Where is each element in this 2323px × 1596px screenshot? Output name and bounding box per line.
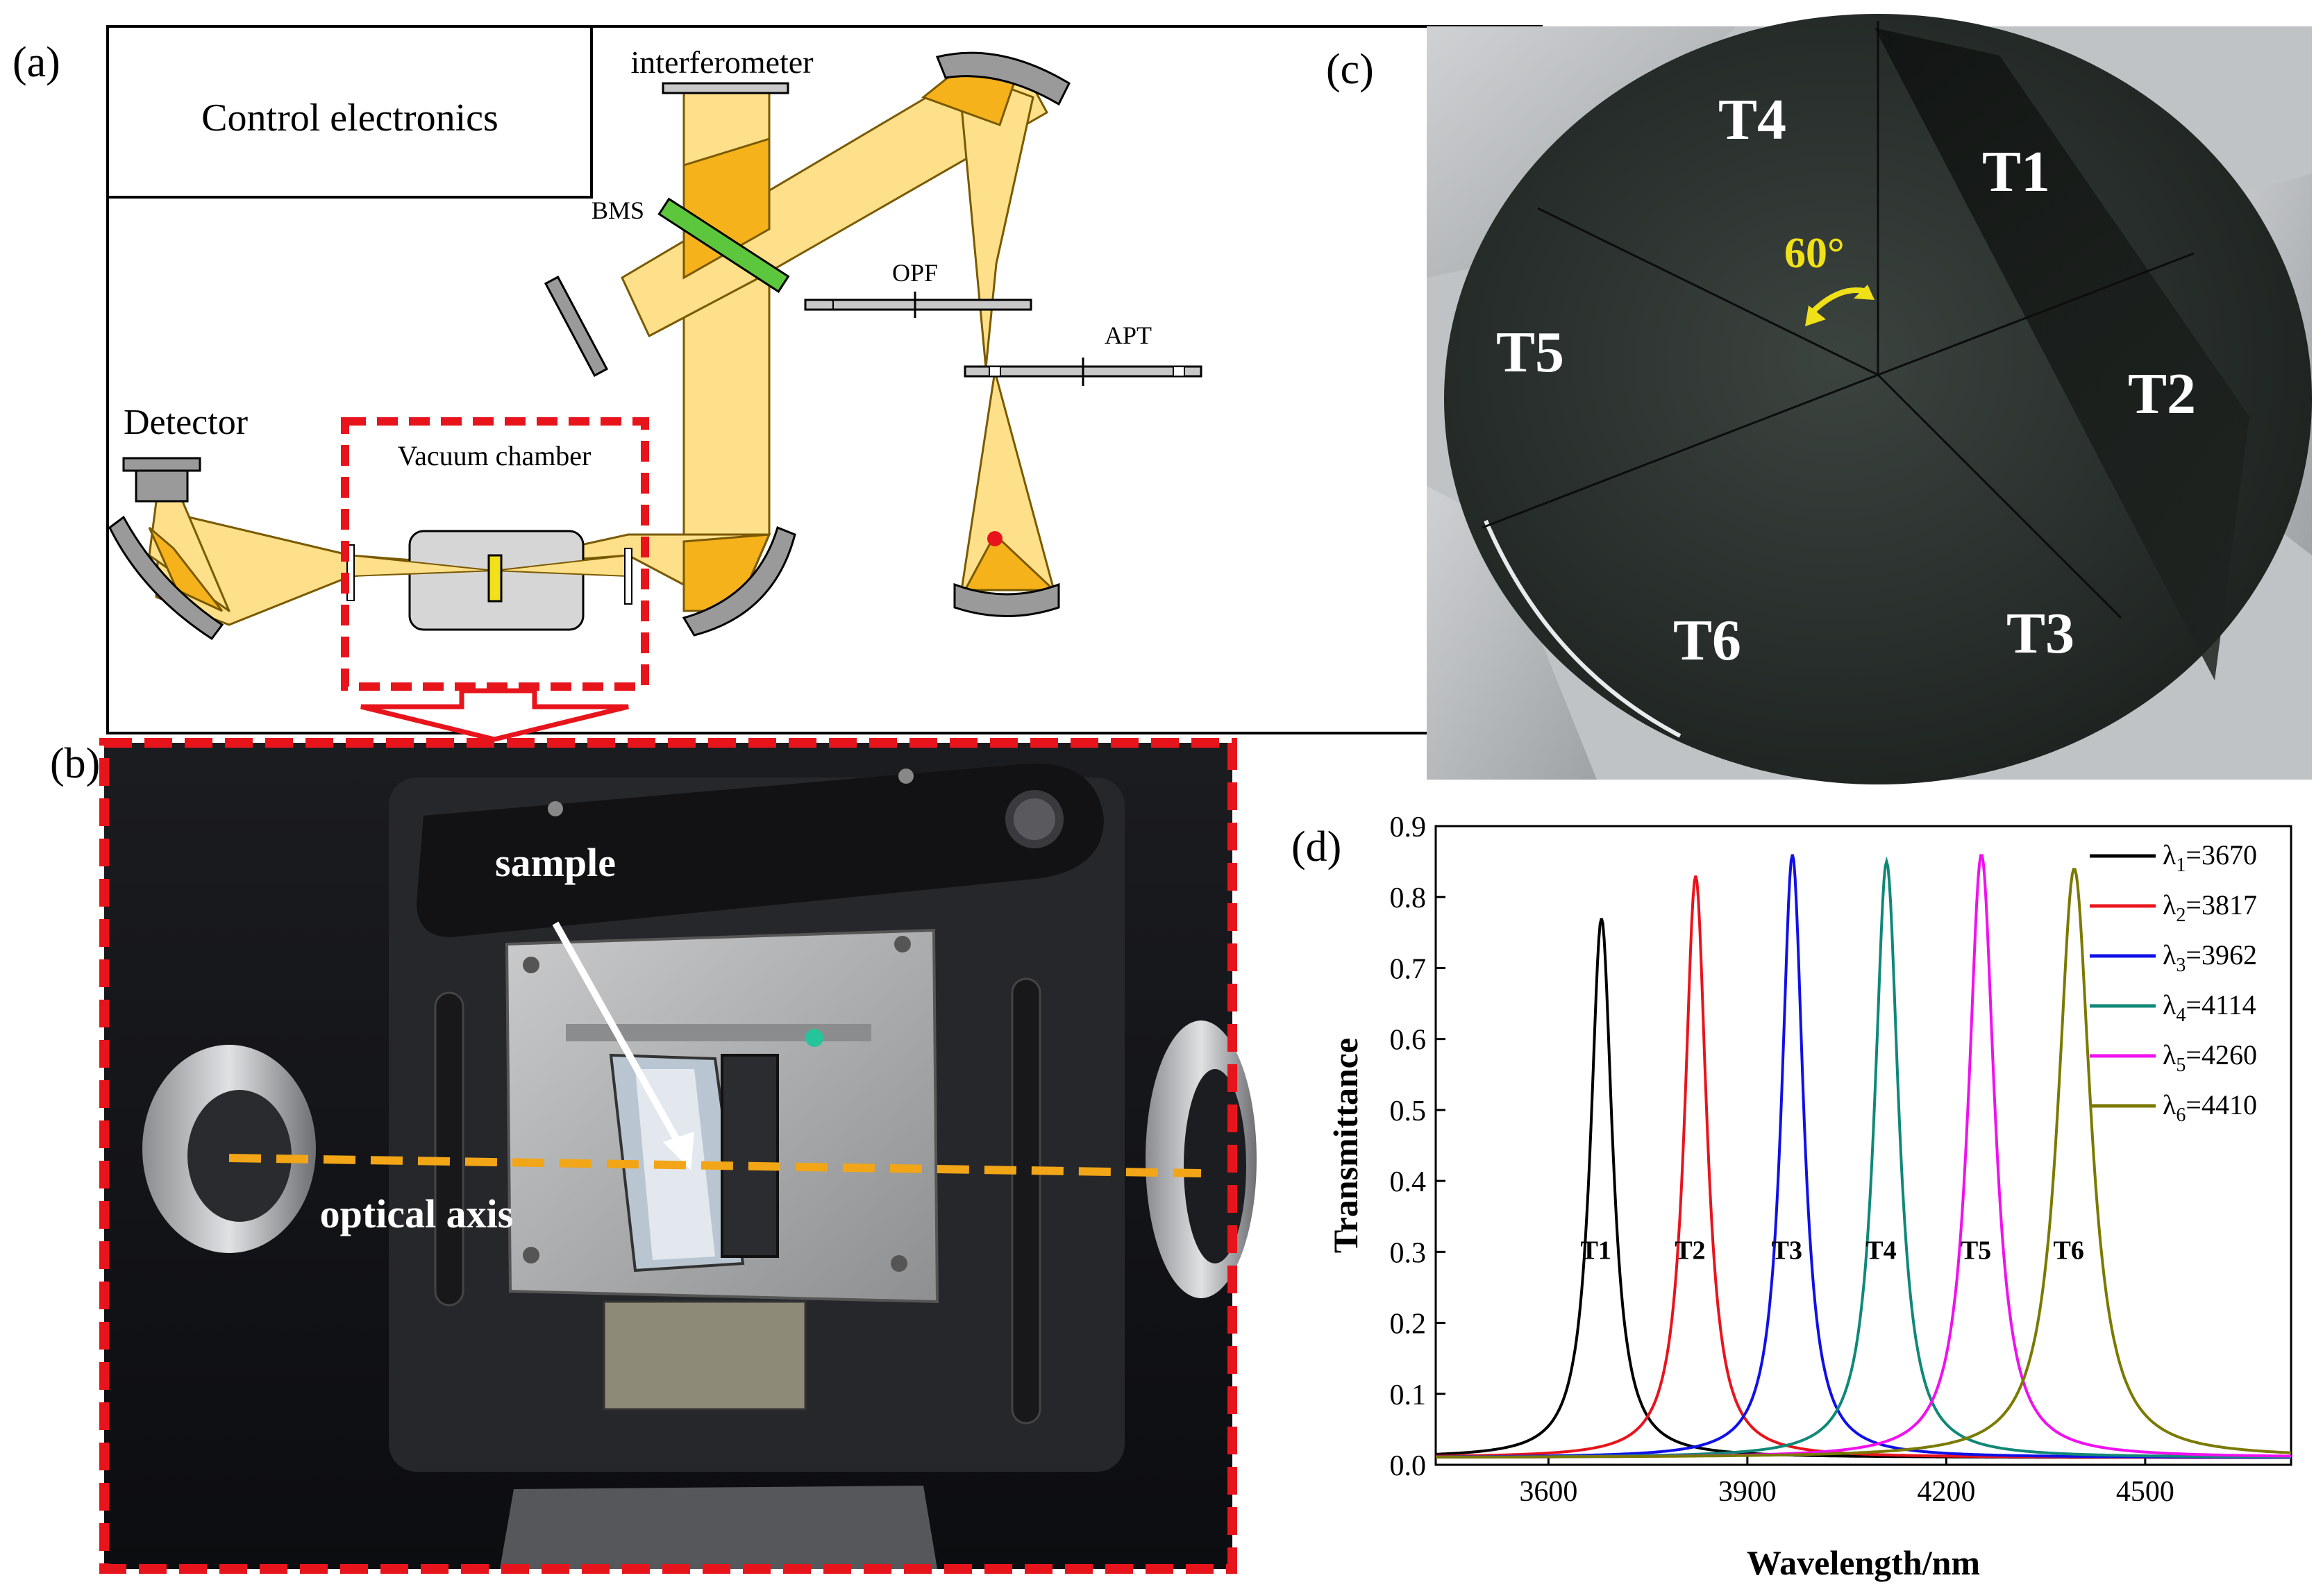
panel-c: (c) T4 T1 T5 T2 T6 T3 60° (1326, 14, 2312, 784)
legend-entry: λ6=4410 (2163, 1089, 2257, 1126)
x-tick-label: 4200 (1917, 1476, 1975, 1508)
optical-axis-label: optical axis (320, 1191, 514, 1236)
x-tick-label: 4500 (2116, 1476, 2174, 1508)
peak-label-t6: T6 (2054, 1236, 2084, 1265)
peak-label-t2: T2 (1675, 1236, 1705, 1265)
panel-b-label: (b) (50, 740, 100, 787)
zoom-arrow (360, 688, 629, 742)
curve-t6 (1436, 868, 2292, 1459)
peak-label-t1: T1 (1581, 1236, 1611, 1265)
sector-lines (1482, 21, 2195, 619)
plot-area (1434, 825, 2292, 1466)
x-axis: 3600 3900 4200 4500 (1519, 1455, 2174, 1508)
y-tick-label: 0.2 (1390, 1309, 1427, 1341)
angle-label: 60° (1784, 230, 1845, 277)
panel-a: (a) Control electronics (12, 25, 1543, 742)
segment-t2: T2 (2128, 362, 2196, 426)
sample-pointer (552, 921, 687, 1154)
x-tick-label: 3900 (1718, 1476, 1777, 1508)
legend-entry: λ4=4114 (2163, 989, 2256, 1026)
panel-c-label: (c) (1326, 46, 1374, 93)
legend-entry: λ1=3670 (2163, 839, 2257, 876)
segment-t1: T1 (1982, 140, 2050, 204)
y-tick-label: 0.7 (1390, 953, 1427, 985)
interferometer-mirror (662, 82, 789, 94)
control-electronics-label: Control electronics (201, 96, 498, 140)
opf-label: OPF (892, 259, 938, 287)
fold-mirror (544, 276, 609, 377)
legend-entry: λ5=4260 (2163, 1039, 2257, 1076)
y-axis-title: Transmittance (1326, 1038, 1365, 1253)
y-axis: 0.0 0.1 0.2 0.3 0.4 0.5 0.6 0.7 0.8 0.9 (1390, 812, 1445, 1482)
vacuum-chamber-highlight (341, 417, 649, 691)
segment-t3: T3 (2006, 601, 2074, 666)
peak-label-t4: T4 (1865, 1236, 1896, 1265)
indicator-led (805, 1029, 823, 1047)
legend-entry: λ3=3962 (2163, 939, 2257, 976)
detector-icon (122, 457, 201, 472)
y-tick-label: 0.8 (1390, 882, 1427, 914)
top-bracket (417, 763, 1104, 937)
y-tick-label: 0.6 (1390, 1025, 1427, 1057)
legend-entry: λ2=3817 (2163, 889, 2257, 926)
sample-label: sample (495, 840, 616, 885)
apt-label: APT (1105, 321, 1152, 349)
panel-a-label: (a) (12, 39, 60, 86)
source-point (987, 531, 1003, 546)
opf-filter (804, 299, 1032, 311)
y-tick-label: 0.4 (1390, 1166, 1427, 1198)
chamber-window-right (624, 548, 632, 605)
y-tick-label: 0.0 (1390, 1450, 1427, 1482)
vacuum-chamber-label: Vacuum chamber (398, 440, 592, 471)
optical-axis-line (228, 1154, 1202, 1177)
transmittance-chart: 0.0 0.1 0.2 0.3 0.4 0.5 0.6 0.7 0.8 0.9 3600 3900 4… (1326, 812, 2292, 1582)
series-curves (1436, 854, 2292, 1459)
detector-mirror (108, 515, 224, 641)
legend: λ1=3670 λ2=3817 λ3=3962 λ4=4114 λ5=4260 λ6=44… (2090, 839, 2257, 1126)
y-tick-label: 0.1 (1390, 1379, 1427, 1411)
x-tick-label: 3600 (1519, 1476, 1577, 1508)
panel-d: (d) 0.00.10.20.30.40.50.60.70.80.9 3600 3… (1291, 812, 2292, 1582)
panel-b: (b) (50, 738, 1257, 1574)
peak-labels: T1 T2 T3 T4 T5 T6 (1581, 1236, 2084, 1265)
beam-splitter (657, 197, 790, 294)
panel-d-label: (d) (1291, 823, 1341, 871)
y-tick-label: 0.5 (1390, 1095, 1427, 1127)
segment-t6: T6 (1673, 608, 1741, 673)
peak-label-t5: T5 (1961, 1236, 1991, 1265)
y-tick-label: 0.3 (1390, 1237, 1427, 1269)
zoom-frame (99, 738, 1237, 1574)
segment-t4: T4 (1718, 87, 1786, 152)
x-axis-title: Wavelength/nm (1747, 1543, 1980, 1582)
segment-t5: T5 (1496, 320, 1564, 385)
control-electronics-box (106, 25, 593, 199)
peak-label-t3: T3 (1772, 1236, 1802, 1265)
collimating-mirror (682, 526, 796, 637)
interferometer-label: interferometer (630, 44, 813, 80)
bms-label: BMS (592, 196, 644, 224)
y-tick-label: 0.9 (1390, 812, 1427, 843)
sample-marker (487, 554, 503, 603)
detector-label: Detector (124, 403, 248, 442)
top-right-curved-mirror (935, 51, 1071, 106)
source-mirror (953, 582, 1060, 617)
